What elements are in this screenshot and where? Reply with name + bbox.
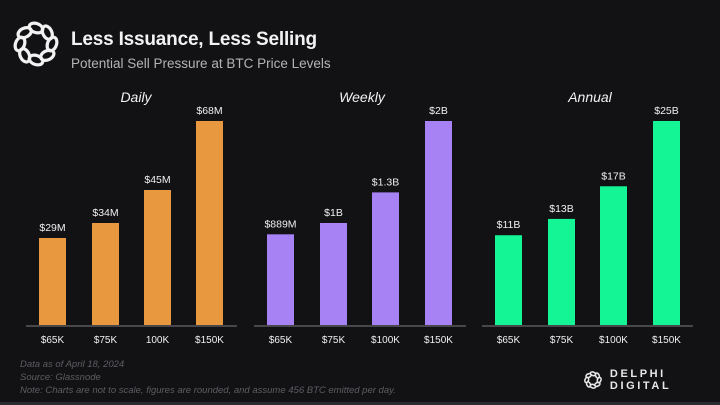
bar-daily-2 <box>144 190 171 325</box>
x-tick-weekly-3: $150K <box>424 335 453 346</box>
bar-weekly-3 <box>425 121 452 325</box>
bar-daily-0 <box>39 238 66 325</box>
bar-daily-1 <box>92 223 119 325</box>
panel-title-weekly: Weekly <box>339 89 385 105</box>
delphi-knot-icon <box>13 21 59 67</box>
bar-weekly-2 <box>372 192 399 325</box>
page-title: Less Issuance, Less Selling <box>71 29 317 50</box>
x-tick-annual-2: $100K <box>599 335 628 346</box>
panel-title-annual: Annual <box>568 89 612 105</box>
data-label-daily-1: $34M <box>92 207 118 219</box>
bar-annual-3 <box>653 121 680 325</box>
delphi-knot-icon <box>584 371 602 389</box>
bar-annual-0 <box>495 235 522 325</box>
footer-source: Source: Glassnode <box>20 372 101 384</box>
data-label-weekly-0: $889M <box>264 218 296 230</box>
panel-title-daily: Daily <box>120 89 152 105</box>
x-tick-weekly-1: $75K <box>322 335 346 346</box>
x-tick-daily-2: 100K <box>146 335 170 346</box>
x-tick-annual-3: $150K <box>652 335 681 346</box>
bar-annual-2 <box>600 186 627 325</box>
data-label-daily-0: $29M <box>39 222 65 234</box>
footer-note: Note: Charts are not to scale, figures a… <box>20 385 396 397</box>
data-label-annual-3: $25B <box>654 105 679 117</box>
x-tick-weekly-2: $100K <box>371 335 400 346</box>
bottom-strip <box>0 402 720 405</box>
bar-weekly-0 <box>267 234 294 325</box>
bar-weekly-1 <box>320 223 347 325</box>
data-label-annual-1: $13B <box>549 203 574 215</box>
x-tick-annual-1: $75K <box>550 335 574 346</box>
bar-daily-3 <box>196 121 223 325</box>
bar-annual-1 <box>548 218 575 325</box>
data-label-annual-0: $11B <box>497 219 521 231</box>
x-tick-daily-0: $65K <box>41 335 65 346</box>
x-tick-daily-3: $150K <box>195 335 224 346</box>
brand-logo: DELPHI DIGITAL <box>584 368 720 392</box>
data-label-weekly-2: $1.3B <box>372 176 399 188</box>
data-label-daily-3: $68M <box>196 105 222 117</box>
data-label-weekly-3: $2B <box>429 105 448 117</box>
x-tick-annual-0: $65K <box>497 335 521 346</box>
data-label-weekly-1: $1B <box>324 207 343 219</box>
brand-name: DELPHI DIGITAL <box>609 368 672 392</box>
footer-date: Data as of April 18, 2024 <box>20 359 125 370</box>
page-subtitle: Potential Sell Pressure at BTC Price Lev… <box>71 56 331 71</box>
data-label-annual-2: $17B <box>601 170 626 182</box>
x-tick-daily-1: $75K <box>94 335 118 346</box>
x-tick-weekly-0: $65K <box>269 335 293 346</box>
data-label-daily-2: $45M <box>144 174 170 186</box>
footer-notes: Data as of April 18, 2024 Source: Glassn… <box>20 358 396 398</box>
